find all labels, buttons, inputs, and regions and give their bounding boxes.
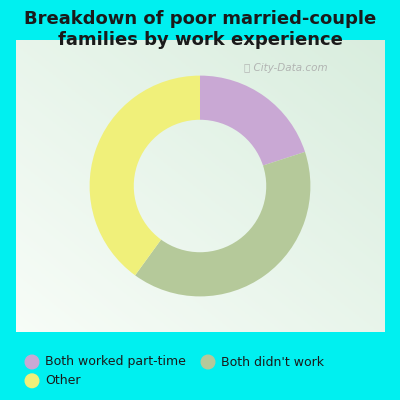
Text: Both worked part-time: Both worked part-time: [45, 356, 186, 368]
Text: ⓘ City-Data.com: ⓘ City-Data.com: [244, 63, 328, 73]
Text: Breakdown of poor married-couple
families by work experience: Breakdown of poor married-couple familie…: [24, 10, 376, 49]
Wedge shape: [135, 152, 310, 296]
Wedge shape: [200, 76, 305, 166]
Text: Both didn't work: Both didn't work: [221, 356, 324, 368]
Wedge shape: [90, 76, 200, 275]
Text: Other: Other: [45, 374, 80, 387]
